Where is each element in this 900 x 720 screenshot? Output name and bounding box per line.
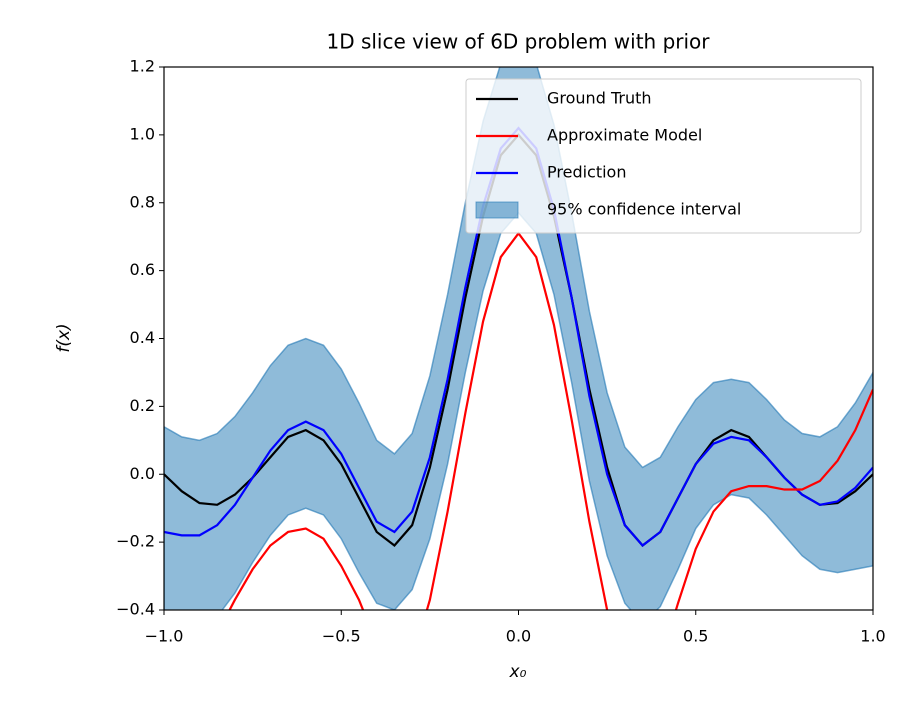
x-tick-label: 0.5 <box>683 627 708 646</box>
y-tick-label: 1.0 <box>130 124 155 143</box>
legend-label: Prediction <box>547 163 626 182</box>
y-tick-label: −0.4 <box>116 600 155 619</box>
x-tick-label: 1.0 <box>860 627 885 646</box>
legend-label: Approximate Model <box>547 126 702 145</box>
y-axis-label: f(x) <box>54 323 74 352</box>
x-axis-label: x₀ <box>509 662 527 682</box>
y-tick-label: 1.2 <box>130 57 155 76</box>
y-tick-label: 0.4 <box>130 328 155 347</box>
x-tick-label: −1.0 <box>145 627 184 646</box>
y-tick-label: 0.2 <box>130 396 155 415</box>
legend-swatch <box>475 201 519 219</box>
x-tick-label: −0.5 <box>322 627 361 646</box>
confidence-band <box>164 67 873 610</box>
legend-label: Ground Truth <box>547 89 652 108</box>
x-tick-label: 0.0 <box>506 627 531 646</box>
y-tick-label: 0.8 <box>130 192 155 211</box>
legend-label: 95% confidence interval <box>547 200 741 219</box>
y-tick-label: −0.2 <box>116 532 155 551</box>
chart-title: 1D slice view of 6D problem with prior <box>326 30 710 54</box>
legend-box <box>465 78 862 234</box>
y-tick-label: 0.6 <box>130 260 155 279</box>
y-tick-label: 0.0 <box>130 464 155 483</box>
